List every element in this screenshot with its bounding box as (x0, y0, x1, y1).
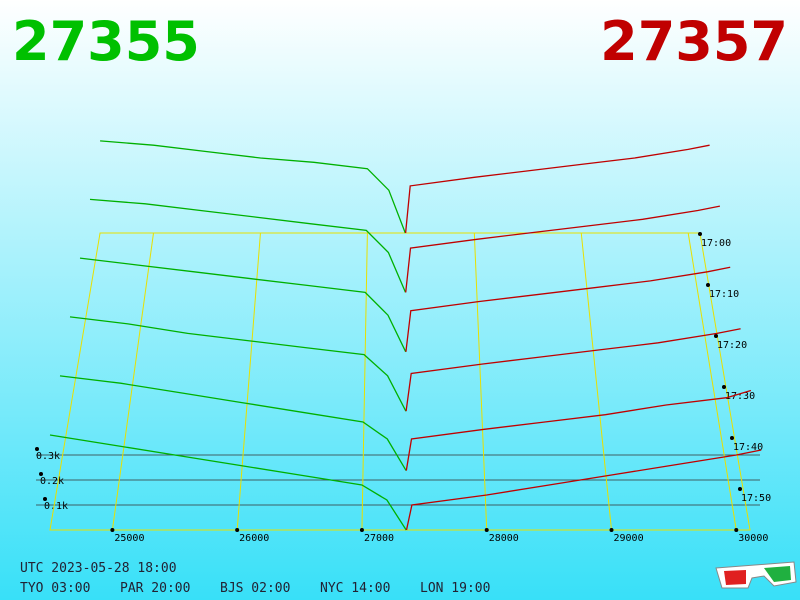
depth-line (49, 434, 407, 531)
utc-time: UTC 2023-05-28 18:00 (20, 561, 177, 576)
price-tick-label: 25000 (114, 533, 144, 544)
depth-line (405, 389, 752, 471)
price-tick-label: 30000 (738, 533, 768, 544)
depth-line (404, 144, 710, 234)
price-tick (734, 528, 739, 532)
price-tick-label: 28000 (489, 533, 519, 544)
price-tick-label: 29000 (613, 533, 643, 544)
time-tick (706, 283, 710, 287)
clock: LON 19:00 (420, 581, 490, 596)
price-grid-line (473, 232, 488, 531)
price-tick (359, 528, 364, 532)
clock: TYO 03:00 (20, 581, 90, 596)
depth-line (405, 205, 721, 293)
price-tick (235, 528, 240, 532)
price-tick (110, 528, 115, 532)
clock: NYC 14:00 (320, 581, 390, 596)
depth-line (405, 266, 731, 352)
price-grid-line (361, 232, 368, 531)
time-tick (730, 436, 734, 440)
time-label: 17:10 (709, 289, 739, 300)
price-grid-line (236, 232, 261, 531)
depth-line (69, 316, 407, 412)
clock: PAR 20:00 (120, 581, 190, 596)
time-label: 17:30 (725, 391, 755, 402)
plot: 0.1k 0.2k 0.3k 25000 26000 27000 28000 29000 300… (35, 140, 771, 544)
depth-tick (39, 472, 43, 476)
time-tick (722, 385, 726, 389)
price-grid-line (580, 232, 612, 531)
price-tick-label: 27000 (364, 533, 394, 544)
price-tick-label: 26000 (239, 533, 269, 544)
time-label: 17:00 (701, 238, 731, 249)
depth-line (89, 198, 407, 293)
depth-line (100, 140, 406, 234)
clocks: TYO 03:00 PAR 20:00 BJS 02:00 NYC 14:00 LON … (20, 581, 490, 596)
time-tick (714, 334, 718, 338)
time-label: 17:20 (717, 340, 747, 351)
depth-tick-label: 0.2k (40, 476, 64, 487)
depth-tick-label: 0.1k (44, 501, 68, 512)
time-label: 17:40 (733, 442, 763, 453)
price-tick (484, 528, 489, 532)
3d-glasses-icon (715, 561, 797, 589)
depth-tick (43, 497, 47, 501)
time-label: 17:50 (741, 493, 771, 504)
depth-tick (35, 447, 39, 451)
depth-line (59, 375, 407, 471)
price-tick (609, 528, 614, 532)
depth-line (405, 449, 762, 531)
price-grid-line (687, 232, 737, 531)
clock: BJS 02:00 (220, 581, 290, 596)
bid-price: 27355 (12, 10, 200, 73)
time-tick (698, 232, 702, 236)
ask-price: 27357 (600, 10, 788, 73)
price-grid-line (111, 232, 155, 531)
depth-tick-label: 0.3k (36, 451, 60, 462)
depth-line (405, 328, 741, 412)
depth-line (79, 257, 407, 353)
time-tick (738, 487, 742, 491)
